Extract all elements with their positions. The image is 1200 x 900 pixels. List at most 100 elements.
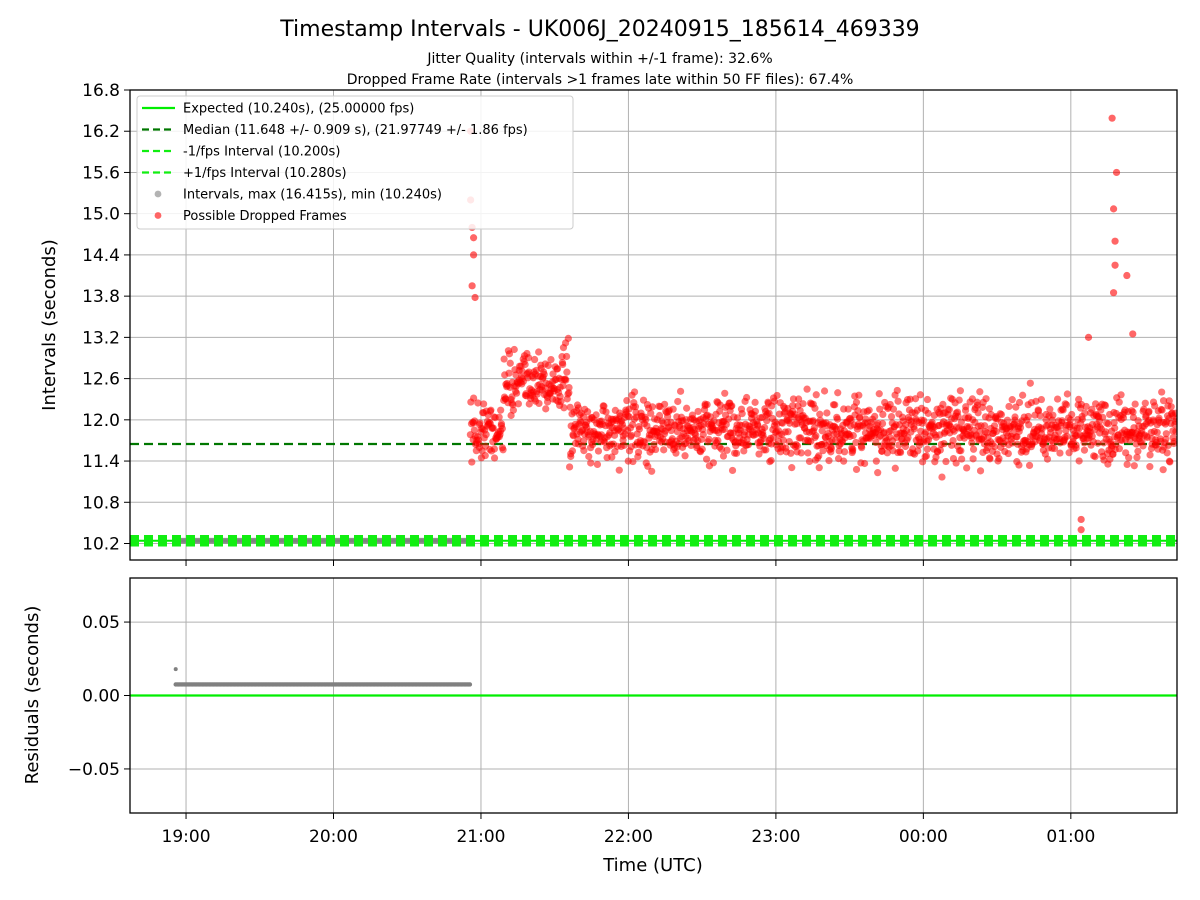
dropped-frame-point (849, 445, 857, 453)
dropped-frame-point (923, 395, 932, 404)
bottom-y-axis-label: Residuals (seconds) (22, 606, 43, 785)
dropped-frame-point (648, 467, 656, 475)
dropped-frame-point (1125, 454, 1133, 462)
dropped-frame-point (991, 443, 999, 451)
dropped-frame-point (547, 356, 555, 364)
dropped-frame-point (997, 410, 1006, 419)
dropped-frame-point (819, 447, 827, 455)
dropped-frame-point (1043, 455, 1052, 463)
dropped-frame-point (489, 424, 497, 432)
top-plot-area (130, 114, 1177, 547)
dropped-frame-point (1082, 402, 1090, 411)
dropped-frame-point (901, 442, 910, 451)
dropped-frame-point (620, 441, 628, 449)
dropped-frame-point (723, 446, 731, 454)
dropped-frame-point (672, 449, 680, 457)
dropped-frame-point (1004, 449, 1012, 458)
legend-median-label: Median (11.648 +/- 0.909 s), (21.97749 +… (183, 123, 528, 138)
dropped-frame-point (793, 442, 801, 450)
dropped-frame-point (833, 415, 842, 423)
dropped-frame-point (1101, 401, 1110, 410)
dropped-frame-point (1049, 411, 1057, 419)
top-y-tick-label: 10.8 (82, 493, 120, 513)
dropped-frame-outlier-point (1109, 289, 1118, 297)
dropped-frame-point (1119, 414, 1128, 422)
dropped-frame-point (945, 406, 953, 414)
dropped-frame-point (562, 376, 570, 384)
dropped-frame-point (1162, 430, 1170, 438)
top-y-axis-label: Intervals (seconds) (39, 239, 60, 411)
dropped-frame-point (762, 446, 770, 454)
dropped-frame-point (629, 457, 637, 466)
dropped-frame-point (1164, 441, 1172, 449)
dropped-frame-point (787, 449, 795, 457)
dropped-frame-point (855, 414, 864, 422)
dropped-frame-point (952, 459, 960, 467)
dropped-frame-point (976, 388, 984, 396)
dropped-frame-point (470, 426, 479, 434)
dropped-frame-point (481, 451, 489, 460)
top-y-tick-label: 16.2 (82, 122, 120, 142)
dropped-frame-point (525, 400, 533, 408)
dropped-frame-outlier-point (471, 293, 479, 302)
dropped-frame-point (751, 407, 759, 415)
dropped-frame-point (594, 447, 603, 455)
dropped-frame-point (1102, 428, 1110, 436)
residual-point (467, 682, 473, 687)
dropped-frame-point (1129, 408, 1137, 416)
intervals-plot: 16.8 16.2 15.6 15.0 14.4 13.8 13.2 12.6 12.0 11.4… (82, 81, 1178, 566)
dropped-frame-point (648, 403, 657, 411)
dropped-frame-point (878, 419, 887, 428)
dropped-frame-point (559, 382, 567, 390)
dropped-frame-point (728, 466, 737, 475)
dropped-frame-point (579, 413, 588, 421)
dropped-frame-point (705, 435, 713, 443)
dropped-frame-point (623, 396, 631, 405)
dropped-frame-point (510, 345, 518, 354)
dropped-frame-point (820, 387, 829, 395)
top-y-tick-label: 11.4 (82, 452, 120, 472)
dropped-frame-point (865, 406, 873, 414)
dropped-frame-point (512, 389, 521, 397)
dropped-frame-point (765, 409, 773, 417)
dropped-frame-point (1075, 457, 1083, 465)
dropped-frame-point (714, 436, 722, 445)
dropped-frame-point (531, 355, 539, 364)
dropped-frame-point (1059, 406, 1067, 414)
dropped-frame-point (540, 370, 548, 378)
dropped-frame-point (1026, 379, 1034, 387)
dropped-frame-point (883, 449, 891, 457)
dropped-frame-point (1151, 402, 1159, 410)
dropped-frame-point (939, 400, 947, 409)
dropped-frame-point (1072, 444, 1080, 452)
dropped-frame-point (1078, 415, 1086, 423)
dropped-frame-outlier-point (1111, 237, 1119, 245)
dropped-frame-point (592, 411, 600, 419)
dropped-frame-point (854, 407, 862, 415)
dropped-frame-point (1172, 427, 1177, 436)
x-tick-label: 01:00 (1046, 827, 1095, 847)
dropped-frame-point (565, 389, 573, 397)
dropped-frame-point (563, 368, 571, 376)
dropped-frame-point (1133, 453, 1141, 461)
dropped-frame-point (580, 447, 588, 455)
dropped-frame-point (480, 400, 488, 408)
dropped-frame-point (825, 457, 833, 465)
dropped-frame-point (1139, 442, 1147, 450)
dropped-frame-point (855, 391, 863, 399)
dropped-frame-point (681, 452, 689, 460)
dropped-frame-point (674, 397, 682, 406)
dropped-frame-point (565, 463, 574, 471)
dropped-frame-point (615, 466, 623, 474)
dropped-frame-point (1024, 412, 1032, 421)
dropped-frame-point (789, 395, 798, 403)
dropped-frame-point (509, 406, 517, 414)
chart-title: Timestamp Intervals - UK006J_20240915_18… (279, 17, 919, 42)
dropped-frame-point (495, 413, 503, 421)
dropped-frame-point (852, 438, 860, 447)
bottom-y-tick-label: 0.00 (82, 687, 120, 707)
dropped-frame-point (1117, 391, 1125, 399)
dropped-frame-point (1088, 432, 1096, 440)
dropped-frame-point (535, 399, 543, 408)
dropped-frame-point (660, 446, 668, 454)
